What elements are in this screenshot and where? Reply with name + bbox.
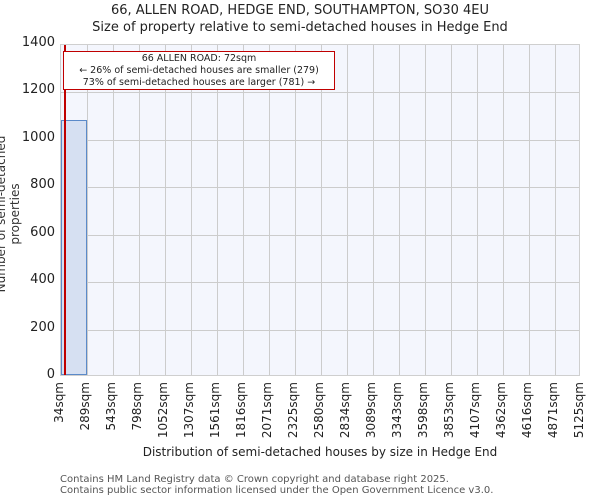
vertical-gridline bbox=[477, 45, 478, 375]
annotation-smaller: ← 26% of semi-detached houses are smalle… bbox=[79, 65, 319, 76]
x-tick-label: 4362sqm bbox=[494, 382, 508, 439]
horizontal-gridline bbox=[61, 139, 579, 141]
vertical-gridline bbox=[217, 45, 218, 375]
vertical-gridline bbox=[451, 45, 452, 375]
x-axis-label: Distribution of semi-detached houses by … bbox=[142, 445, 498, 459]
vertical-gridline bbox=[269, 45, 270, 375]
horizontal-gridline bbox=[61, 187, 579, 189]
y-tick-label: 1400 bbox=[21, 35, 55, 50]
vertical-gridline bbox=[399, 45, 400, 375]
vertical-gridline bbox=[529, 45, 530, 375]
vertical-gridline bbox=[555, 45, 556, 375]
footer-licence: Contains public sector information licen… bbox=[60, 485, 494, 496]
y-tick-label: 200 bbox=[30, 319, 55, 335]
y-tick-label: 800 bbox=[30, 177, 55, 193]
vertical-gridline bbox=[191, 45, 192, 375]
x-tick-label: 1307sqm bbox=[182, 382, 196, 439]
annotation-title: 66 ALLEN ROAD: 72sqm bbox=[141, 53, 257, 64]
x-tick-label: 3343sqm bbox=[390, 382, 404, 439]
horizontal-gridline bbox=[61, 282, 579, 284]
x-tick-label: 3089sqm bbox=[364, 382, 378, 439]
vertical-gridline bbox=[243, 45, 244, 375]
horizontal-gridline bbox=[61, 329, 579, 331]
property-annotation: 66 ALLEN ROAD: 72sqm ← 26% of semi-detac… bbox=[63, 51, 335, 90]
x-tick-label: 4616sqm bbox=[520, 382, 534, 439]
vertical-gridline bbox=[321, 45, 322, 375]
chart-title: 66, ALLEN ROAD, HEDGE END, SOUTHAMPTON, … bbox=[110, 3, 490, 18]
vertical-gridline bbox=[139, 45, 140, 375]
x-tick-label: 2580sqm bbox=[312, 382, 326, 439]
annotation-larger: 73% of semi-detached houses are larger (… bbox=[82, 77, 316, 88]
vertical-gridline bbox=[503, 45, 504, 375]
horizontal-gridline bbox=[61, 92, 579, 94]
x-tick-label: 289sqm bbox=[78, 382, 92, 431]
x-tick-label: 4871sqm bbox=[546, 382, 560, 439]
footer-copyright: Contains HM Land Registry data © Crown c… bbox=[60, 474, 449, 485]
vertical-gridline bbox=[295, 45, 296, 375]
y-tick-label: 0 bbox=[46, 367, 55, 382]
vertical-gridline bbox=[347, 45, 348, 375]
x-tick-label: 2834sqm bbox=[338, 382, 352, 439]
vertical-gridline bbox=[113, 45, 114, 375]
x-tick-label: 3598sqm bbox=[416, 382, 430, 439]
x-tick-label: 1816sqm bbox=[234, 382, 248, 439]
y-tick-label: 1200 bbox=[21, 82, 55, 98]
horizontal-gridline bbox=[61, 234, 579, 236]
y-tick-label: 400 bbox=[30, 272, 55, 288]
vertical-gridline bbox=[165, 45, 166, 375]
vertical-gridline bbox=[425, 45, 426, 375]
x-tick-label: 5125sqm bbox=[572, 382, 586, 439]
plot-area: 66 ALLEN ROAD: 72sqm ← 26% of semi-detac… bbox=[60, 44, 580, 376]
x-tick-label: 2071sqm bbox=[260, 382, 274, 439]
y-tick-label: 600 bbox=[30, 224, 55, 240]
chart-subtitle: Size of property relative to semi-detach… bbox=[92, 20, 508, 35]
x-tick-label: 4107sqm bbox=[468, 382, 482, 439]
x-tick-label: 798sqm bbox=[130, 382, 144, 431]
x-tick-label: 2325sqm bbox=[286, 382, 300, 439]
property-marker-line bbox=[63, 45, 66, 375]
x-tick-label: 34sqm bbox=[52, 382, 66, 423]
x-tick-label: 3853sqm bbox=[442, 382, 456, 439]
x-tick-label: 1561sqm bbox=[208, 382, 222, 439]
x-tick-label: 1052sqm bbox=[156, 382, 170, 439]
vertical-gridline bbox=[373, 45, 374, 375]
y-tick-label: 1000 bbox=[21, 129, 55, 145]
x-tick-label: 543sqm bbox=[104, 382, 118, 431]
vertical-gridline bbox=[87, 45, 88, 375]
